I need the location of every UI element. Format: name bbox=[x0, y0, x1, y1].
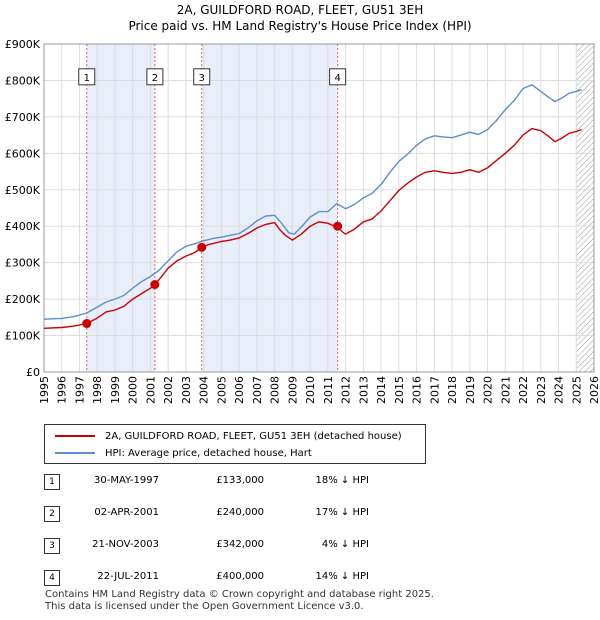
x-tick-label: 2010 bbox=[304, 376, 317, 404]
x-tick-label: 1999 bbox=[109, 376, 122, 404]
x-tick-label: 2000 bbox=[127, 376, 140, 404]
legend-item-hpi: HPI: Average price, detached house, Hart bbox=[55, 445, 312, 461]
x-tick-label: 2019 bbox=[464, 376, 477, 404]
hpi-line bbox=[43, 84, 582, 320]
table-row: 1 30-MAY-1997 £133,000 18% ↓ HPI bbox=[44, 472, 404, 494]
transaction-marker: 3 bbox=[44, 538, 60, 554]
sale-marker-box bbox=[78, 68, 96, 86]
x-tick-label: 2022 bbox=[517, 376, 530, 404]
y-tick-label: £800K bbox=[5, 74, 41, 87]
x-tick-label: 2015 bbox=[393, 376, 406, 404]
owned-period-band bbox=[201, 44, 338, 372]
x-tick-label: 2018 bbox=[446, 376, 459, 404]
x-tick-label: 2025 bbox=[570, 376, 583, 404]
sale-point bbox=[197, 242, 207, 252]
transaction-date: 02-APR-2001 bbox=[94, 507, 159, 518]
sale-marker-box bbox=[193, 68, 211, 86]
sale-point bbox=[150, 280, 160, 290]
x-tick-label: 2007 bbox=[251, 376, 264, 404]
y-tick-label: £400K bbox=[5, 220, 41, 233]
sale-marker-label: 4 bbox=[334, 73, 340, 84]
x-tick-label: 1997 bbox=[73, 376, 86, 404]
x-tick-label: 2006 bbox=[233, 376, 246, 404]
x-tick-label: 2012 bbox=[340, 376, 353, 404]
legend-swatch-hpi bbox=[55, 452, 95, 454]
chart-title: 2A, GUILDFORD ROAD, FLEET, GU51 3EH bbox=[177, 3, 424, 17]
legend-item-property: 2A, GUILDFORD ROAD, FLEET, GU51 3EH (det… bbox=[55, 428, 402, 444]
y-tick-label: £300K bbox=[5, 257, 41, 270]
sale-marker-label: 3 bbox=[199, 73, 205, 84]
y-tick-label: £700K bbox=[5, 111, 41, 124]
x-tick-label: 2017 bbox=[428, 376, 441, 404]
x-tick-label: 2011 bbox=[322, 376, 335, 404]
table-row: 4 22-JUL-2011 £400,000 14% ↓ HPI bbox=[44, 568, 404, 590]
table-row: 3 21-NOV-2003 £342,000 4% ↓ HPI bbox=[44, 536, 404, 558]
transaction-date: 30-MAY-1997 bbox=[93, 475, 159, 486]
chart-subtitle: Price paid vs. HM Land Registry's House … bbox=[128, 19, 471, 33]
transaction-hpi-diff: 4% ↓ HPI bbox=[321, 539, 369, 550]
transaction-hpi-diff: 17% ↓ HPI bbox=[315, 507, 369, 518]
y-tick-label: £0 bbox=[26, 366, 40, 379]
x-tick-label: 2013 bbox=[357, 376, 370, 404]
legend-label-property: 2A, GUILDFORD ROAD, FLEET, GU51 3EH (det… bbox=[105, 430, 402, 442]
transaction-marker: 1 bbox=[44, 474, 60, 490]
table-row: 2 02-APR-2001 £240,000 17% ↓ HPI bbox=[44, 504, 404, 526]
price-chart: 2A, GUILDFORD ROAD, FLEET, GU51 3EH Pric… bbox=[5, 3, 600, 404]
sale-marker-label: 2 bbox=[152, 73, 158, 84]
sale-marker-box bbox=[329, 68, 347, 86]
y-tick-label: £500K bbox=[5, 184, 41, 197]
x-tick-label: 2001 bbox=[144, 376, 157, 404]
y-tick-label: £600K bbox=[5, 147, 41, 160]
x-tick-label: 2009 bbox=[286, 376, 299, 404]
transaction-price: £240,000 bbox=[216, 507, 264, 518]
sale-point bbox=[82, 319, 92, 329]
legend-label-hpi: HPI: Average price, detached house, Hart bbox=[105, 447, 312, 459]
transaction-date: 22-JUL-2011 bbox=[97, 571, 159, 582]
legend: 2A, GUILDFORD ROAD, FLEET, GU51 3EH (det… bbox=[44, 424, 426, 464]
plot-frame bbox=[43, 43, 595, 373]
x-tick-label: 2014 bbox=[375, 376, 388, 404]
x-tick-label: 1998 bbox=[91, 376, 104, 404]
x-tick-label: 1996 bbox=[56, 376, 69, 404]
sale-marker-box bbox=[146, 68, 164, 86]
x-tick-label: 2003 bbox=[180, 376, 193, 404]
x-tick-label: 2002 bbox=[162, 376, 175, 404]
sale-marker-label: 1 bbox=[84, 73, 90, 84]
x-tick-label: 2026 bbox=[588, 376, 600, 404]
transaction-price: £342,000 bbox=[216, 539, 264, 550]
y-tick-label: £200K bbox=[5, 293, 41, 306]
transaction-hpi-diff: 18% ↓ HPI bbox=[315, 475, 369, 486]
transaction-marker: 4 bbox=[44, 570, 60, 586]
x-tick-label: 2016 bbox=[411, 376, 424, 404]
x-tick-label: 2021 bbox=[499, 376, 512, 404]
sale-point bbox=[333, 221, 343, 231]
transaction-marker: 2 bbox=[44, 506, 60, 522]
x-tick-label: 2004 bbox=[198, 376, 211, 404]
x-tick-label: 2020 bbox=[482, 376, 495, 404]
x-tick-label: 2024 bbox=[553, 376, 566, 404]
transaction-price: £133,000 bbox=[216, 475, 264, 486]
y-tick-label: £100K bbox=[5, 330, 41, 343]
transaction-price: £400,000 bbox=[216, 571, 264, 582]
footer-copyright: Contains HM Land Registry data © Crown c… bbox=[45, 589, 434, 600]
forecast-hatch bbox=[576, 44, 594, 372]
footer: Contains HM Land Registry data © Crown c… bbox=[45, 589, 434, 613]
transaction-date: 21-NOV-2003 bbox=[92, 539, 159, 550]
x-tick-label: 2023 bbox=[535, 376, 548, 404]
x-tick-label: 2008 bbox=[269, 376, 282, 404]
legend-swatch-property bbox=[55, 435, 95, 437]
transaction-hpi-diff: 14% ↓ HPI bbox=[315, 571, 369, 582]
footer-licence: This data is licensed under the Open Gov… bbox=[45, 601, 364, 612]
x-tick-label: 1995 bbox=[38, 376, 51, 404]
x-tick-label: 2005 bbox=[215, 376, 228, 404]
y-tick-label: £900K bbox=[5, 38, 41, 51]
